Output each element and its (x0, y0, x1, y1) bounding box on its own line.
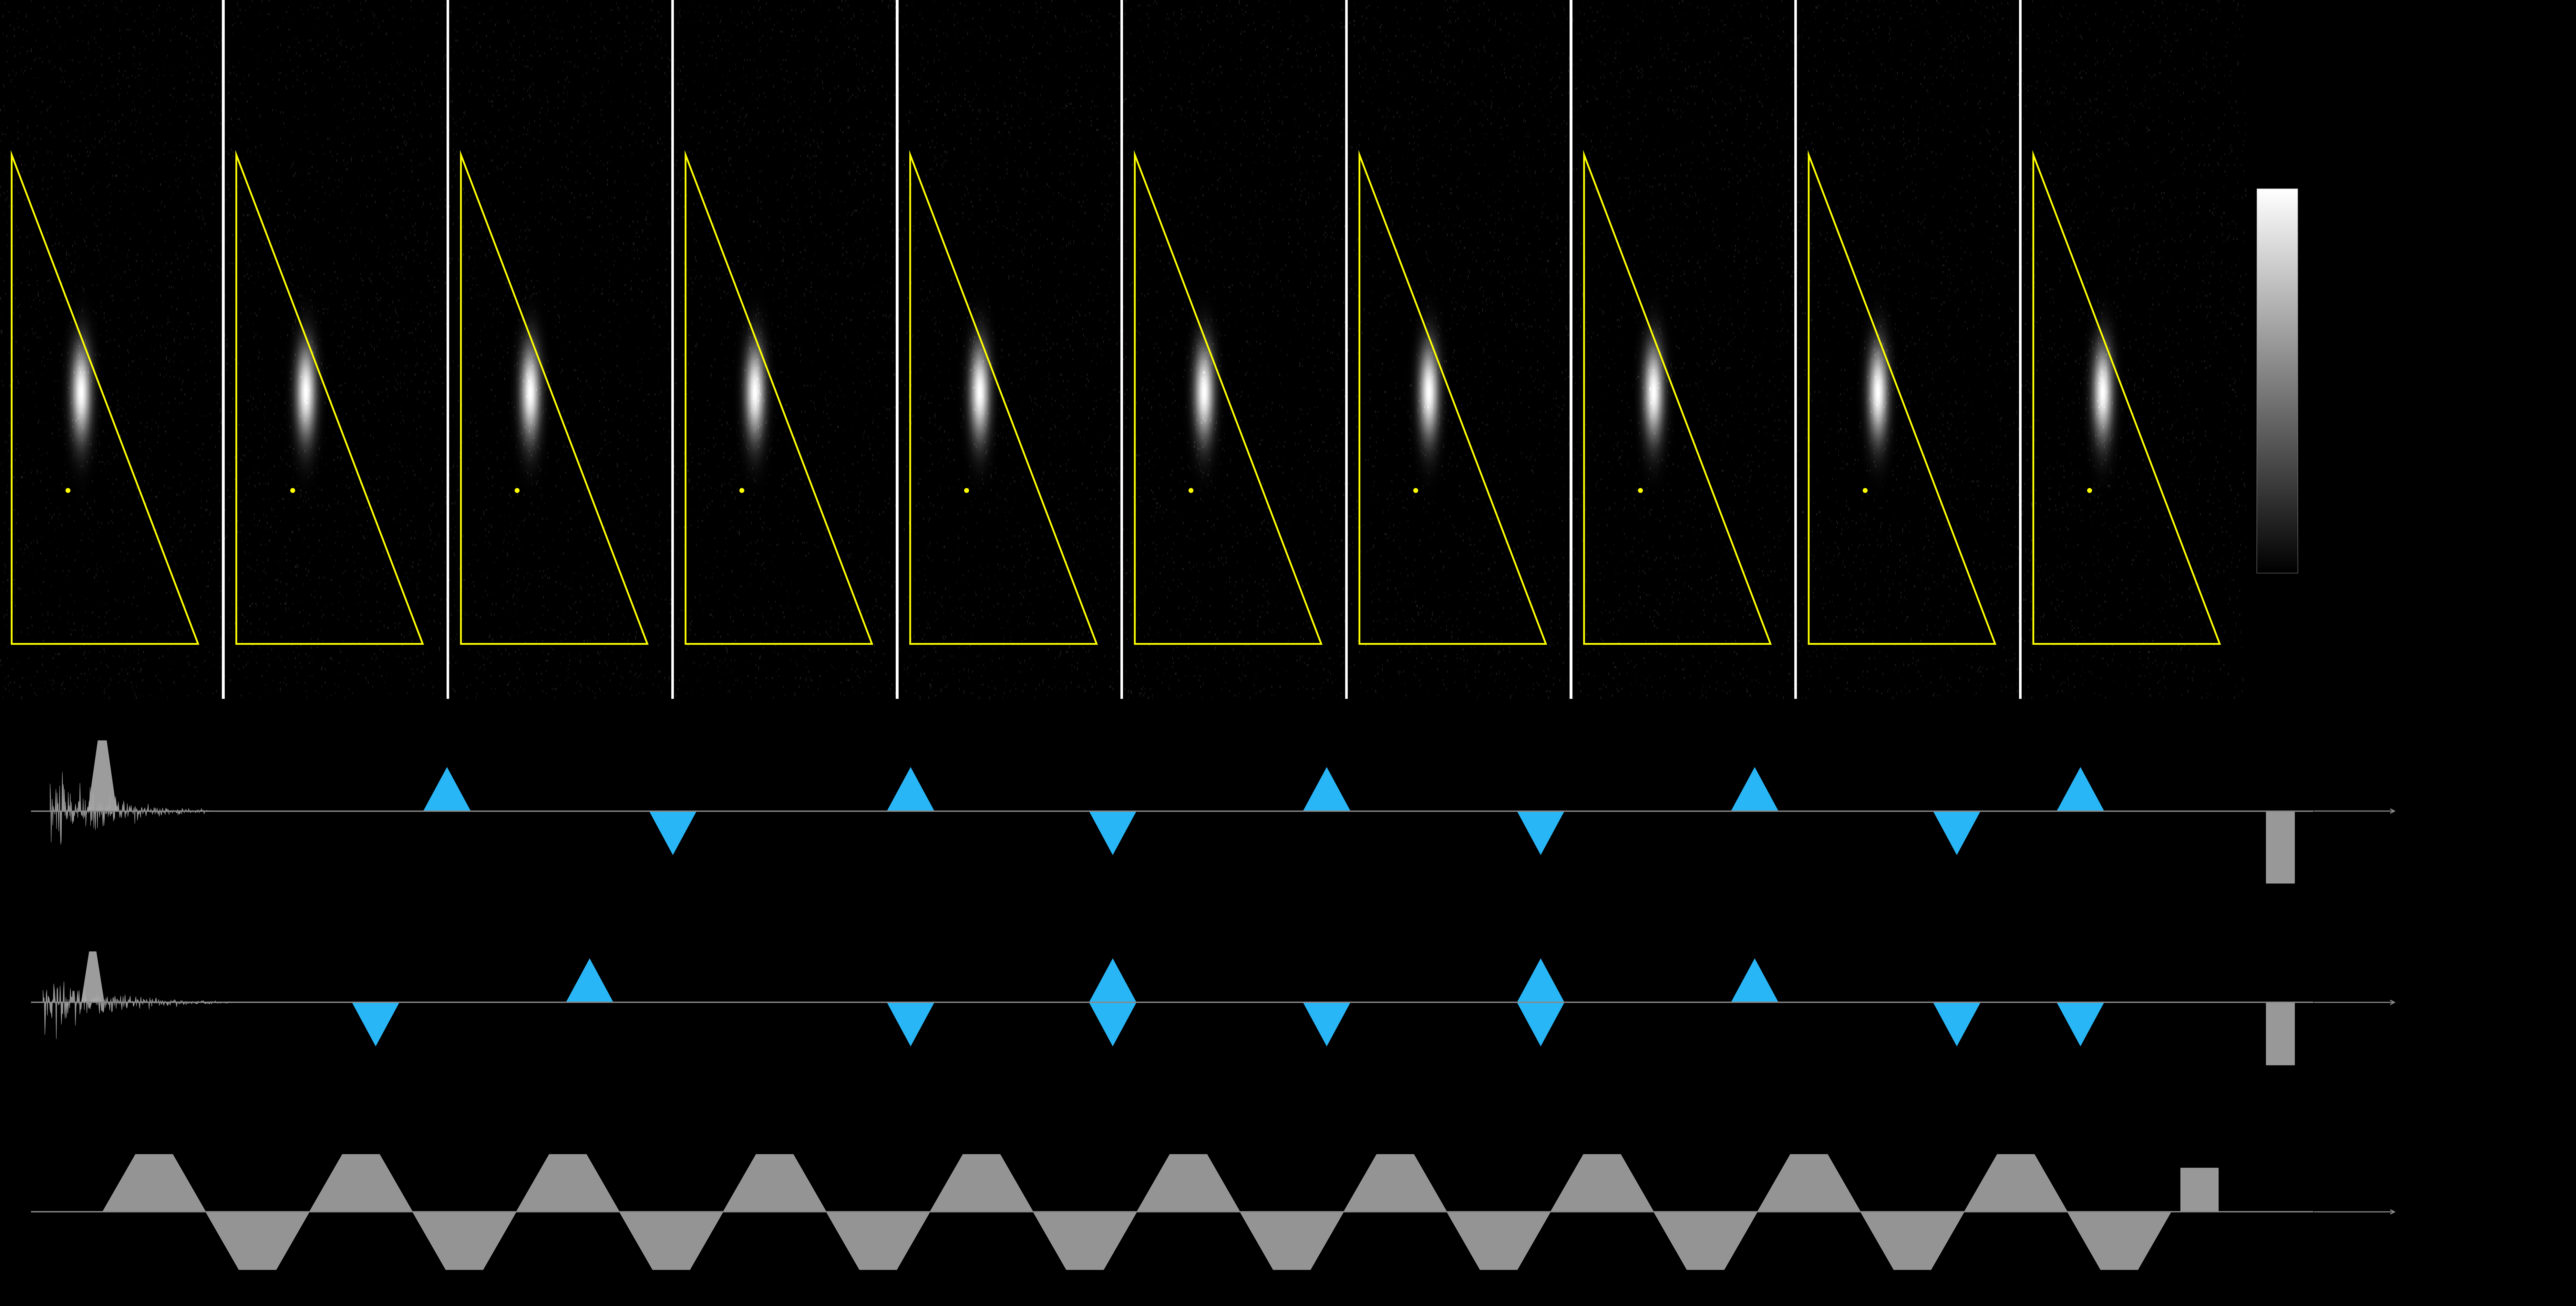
Polygon shape (886, 1003, 935, 1046)
Polygon shape (1517, 811, 1564, 855)
Polygon shape (1303, 1003, 1350, 1046)
Polygon shape (353, 1003, 399, 1046)
Polygon shape (886, 767, 935, 811)
Polygon shape (422, 767, 471, 811)
Polygon shape (1517, 959, 1564, 1003)
Polygon shape (1932, 1003, 1981, 1046)
Polygon shape (1090, 959, 1136, 1003)
Polygon shape (1932, 811, 1981, 855)
Polygon shape (88, 741, 116, 811)
Polygon shape (649, 811, 696, 855)
Polygon shape (1090, 811, 1136, 855)
Polygon shape (1303, 767, 1350, 811)
Polygon shape (1090, 1003, 1136, 1046)
Polygon shape (2056, 1003, 2105, 1046)
Polygon shape (567, 959, 613, 1003)
Polygon shape (1731, 959, 1777, 1003)
Polygon shape (2056, 767, 2105, 811)
Polygon shape (82, 952, 103, 1003)
Polygon shape (1731, 767, 1777, 811)
Polygon shape (2267, 1003, 2295, 1064)
Polygon shape (2267, 811, 2295, 883)
Polygon shape (2179, 1168, 2218, 1212)
Polygon shape (1517, 1003, 1564, 1046)
